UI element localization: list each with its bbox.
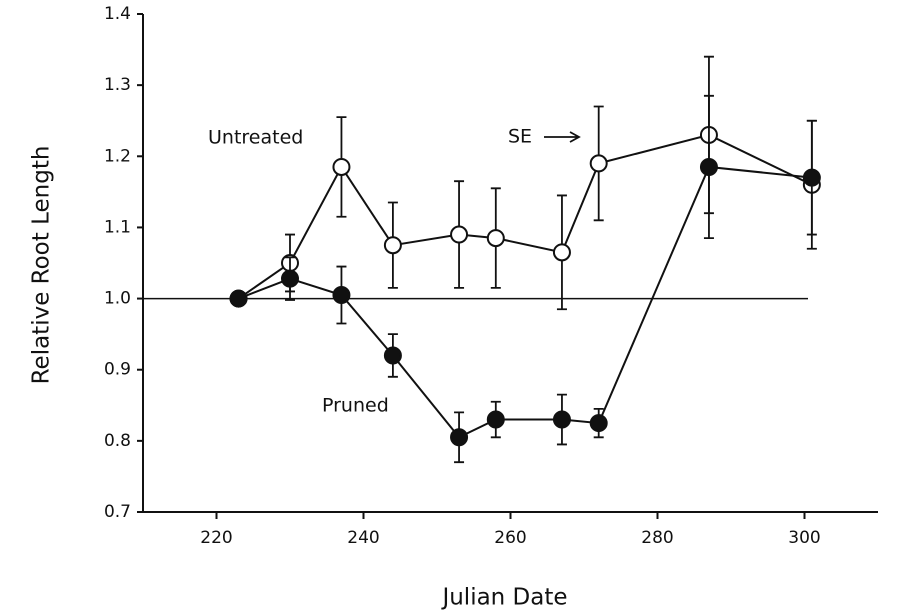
y-tick-label: 1.2 xyxy=(104,146,131,166)
y-tick-label: 1.0 xyxy=(104,289,131,309)
series-line xyxy=(237,133,813,300)
y-tick-label: 0.7 xyxy=(104,502,131,522)
series-line xyxy=(238,165,812,439)
x-tick-label: 280 xyxy=(641,528,673,548)
marker xyxy=(552,410,571,429)
annotation: Untreated xyxy=(208,127,303,149)
marker xyxy=(332,157,351,176)
marker xyxy=(229,289,248,308)
x-tick-label: 300 xyxy=(788,528,820,548)
y-tick-label: 1.3 xyxy=(104,75,131,95)
marker xyxy=(383,236,402,255)
marker xyxy=(552,243,571,262)
marker xyxy=(450,225,469,244)
y-tick-label: 1.4 xyxy=(104,4,131,24)
marker xyxy=(699,157,718,176)
annotation: SE xyxy=(508,126,532,148)
y-tick-label: 1.1 xyxy=(104,217,131,237)
marker xyxy=(281,269,299,288)
x-tick-label: 240 xyxy=(347,528,379,548)
y-axis-title: Relative Root Length xyxy=(29,146,55,385)
marker xyxy=(486,410,505,429)
marker xyxy=(802,168,821,187)
y-tick-label: 0.8 xyxy=(104,431,131,451)
marker xyxy=(486,229,505,248)
marker xyxy=(589,154,608,173)
marker xyxy=(589,414,608,433)
annotation: Pruned xyxy=(322,395,389,417)
x-tick-label: 260 xyxy=(494,528,526,548)
x-tick-label: 220 xyxy=(200,528,232,548)
y-tick-label: 0.9 xyxy=(104,360,131,380)
annotation-arrow xyxy=(544,131,581,143)
x-axis-title: Julian Date xyxy=(440,585,567,611)
marker xyxy=(450,428,469,447)
marker xyxy=(332,286,351,305)
marker xyxy=(383,346,402,365)
